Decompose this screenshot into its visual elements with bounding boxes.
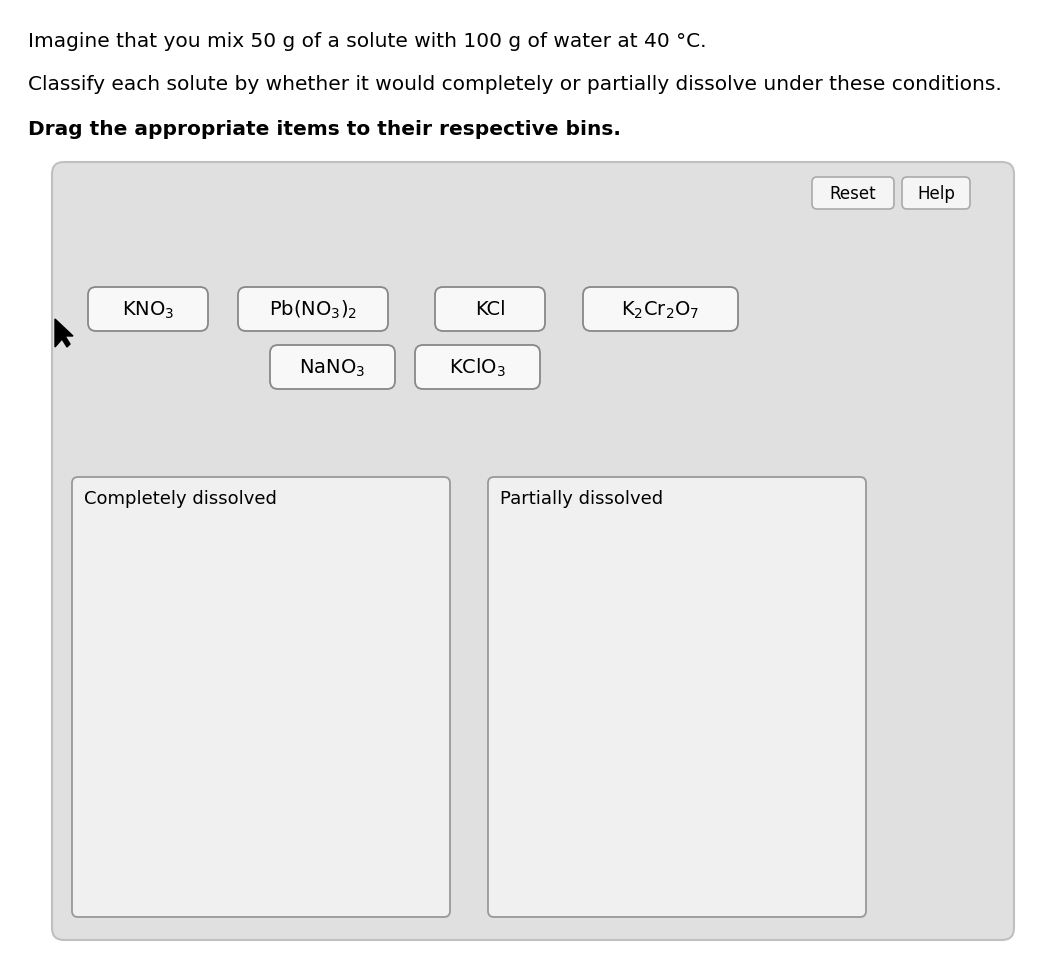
- Text: KClO$_3$: KClO$_3$: [449, 357, 506, 379]
- FancyBboxPatch shape: [435, 288, 545, 331]
- Text: Reset: Reset: [829, 185, 876, 203]
- FancyBboxPatch shape: [488, 478, 866, 917]
- FancyBboxPatch shape: [72, 478, 450, 917]
- FancyBboxPatch shape: [902, 178, 969, 209]
- Text: Partially dissolved: Partially dissolved: [500, 489, 663, 508]
- Text: Help: Help: [917, 185, 955, 203]
- FancyBboxPatch shape: [812, 178, 894, 209]
- FancyBboxPatch shape: [270, 346, 395, 390]
- Text: Completely dissolved: Completely dissolved: [84, 489, 277, 508]
- FancyBboxPatch shape: [238, 288, 388, 331]
- Text: Pb(NO$_3$)$_2$: Pb(NO$_3$)$_2$: [269, 298, 357, 321]
- FancyBboxPatch shape: [88, 288, 208, 331]
- Text: Classify each solute by whether it would completely or partially dissolve under : Classify each solute by whether it would…: [28, 75, 1002, 94]
- Text: K$_2$Cr$_2$O$_7$: K$_2$Cr$_2$O$_7$: [622, 299, 700, 321]
- FancyBboxPatch shape: [415, 346, 540, 390]
- FancyBboxPatch shape: [583, 288, 738, 331]
- Text: Imagine that you mix 50 g of a solute with 100 g of water at 40 °C.: Imagine that you mix 50 g of a solute wi…: [28, 32, 707, 51]
- Text: NaNO$_3$: NaNO$_3$: [299, 357, 365, 378]
- Text: KNO$_3$: KNO$_3$: [121, 299, 174, 321]
- FancyBboxPatch shape: [52, 163, 1014, 940]
- Text: KCl: KCl: [474, 300, 506, 319]
- Text: Drag the appropriate items to their respective bins.: Drag the appropriate items to their resp…: [28, 120, 621, 139]
- Polygon shape: [55, 320, 73, 348]
